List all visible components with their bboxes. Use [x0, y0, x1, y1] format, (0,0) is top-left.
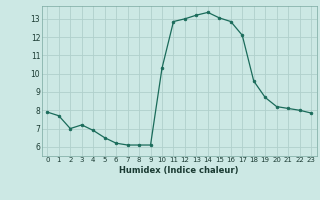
X-axis label: Humidex (Indice chaleur): Humidex (Indice chaleur) — [119, 166, 239, 175]
